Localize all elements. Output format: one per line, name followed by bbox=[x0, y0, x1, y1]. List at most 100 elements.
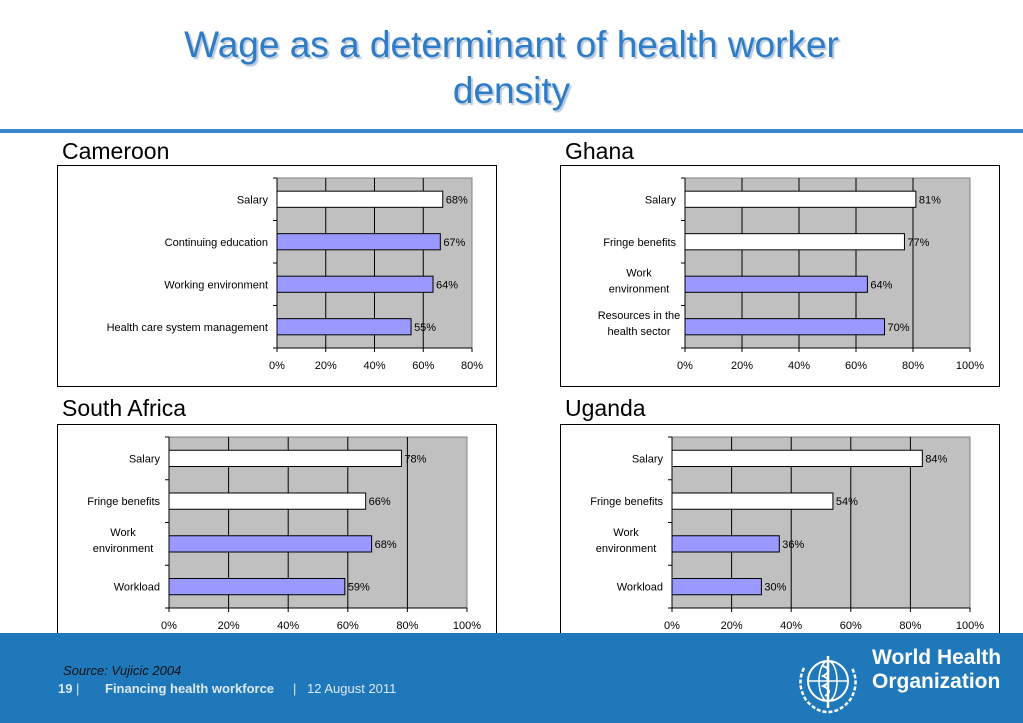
x-tick-label: 40% bbox=[788, 360, 810, 372]
category-label: Health care system management bbox=[107, 322, 268, 334]
category-label-line: Salary bbox=[632, 453, 664, 465]
x-tick-label: 80% bbox=[902, 360, 924, 372]
chart-title-cameroon: Cameroon bbox=[62, 138, 170, 164]
bar bbox=[671, 535, 780, 553]
slide-title: Wage as a determinant of health worker d… bbox=[0, 22, 1023, 114]
x-tick-label: 60% bbox=[845, 360, 867, 372]
x-tick-label: 0% bbox=[161, 620, 177, 632]
category-label-line: Fringe benefits bbox=[87, 496, 160, 508]
category-label: Work environment bbox=[609, 267, 670, 295]
footer-title: Financing health workforce bbox=[105, 681, 275, 696]
x-tick-label: 20% bbox=[721, 620, 743, 632]
bar bbox=[671, 578, 762, 596]
x-tick-label: 20% bbox=[731, 360, 753, 372]
data-label: 68% bbox=[446, 194, 468, 206]
footer-date: 12 August 2011 bbox=[307, 681, 397, 696]
x-tick-label: 40% bbox=[277, 620, 299, 632]
data-label: 68% bbox=[375, 539, 397, 551]
x-tick-label: 100% bbox=[453, 620, 481, 632]
chart-panel-cameroon: 0% 20% 40% 60% 80% 68% Salary 67% Continuing edu… bbox=[57, 165, 497, 387]
x-tick-label: 80% bbox=[899, 620, 921, 632]
category-label: Salary bbox=[632, 453, 664, 465]
x-tick-label: 40% bbox=[780, 620, 802, 632]
chart-panel-ghana: 0% 20% 40% 60% 80% 100% 81% Salary 77% Fringe ben… bbox=[560, 165, 1000, 387]
data-label: 81% bbox=[919, 194, 941, 206]
bar bbox=[276, 233, 441, 251]
footer-separator-2: | bbox=[293, 681, 297, 696]
x-tick-label: 100% bbox=[956, 360, 984, 372]
chart-panel-uganda: 0% 20% 40% 60% 80% 100% 84% Salary 54% Fringe ben… bbox=[560, 424, 1000, 648]
category-label: Working environment bbox=[164, 279, 268, 291]
data-label: 64% bbox=[436, 279, 458, 291]
x-tick-label: 40% bbox=[363, 360, 385, 372]
category-label-line: Fringe benefits bbox=[590, 496, 663, 508]
bar-chart-ghana: 0% 20% 40% 60% 80% 100% 81% Salary 77% Fringe ben… bbox=[598, 177, 984, 372]
data-label: 77% bbox=[907, 237, 929, 249]
bar-chart-cameroon: 0% 20% 40% 60% 80% 68% Salary 67% Continuing edu… bbox=[107, 177, 483, 372]
category-label: Salary bbox=[129, 453, 161, 465]
category-label: Fringe benefits bbox=[603, 237, 676, 249]
data-label: 70% bbox=[888, 322, 910, 334]
x-tick-label: 80% bbox=[396, 620, 418, 632]
who-emblem-icon bbox=[799, 656, 857, 714]
category-label-line: Fringe benefits bbox=[603, 237, 676, 249]
data-label: 36% bbox=[782, 539, 804, 551]
category-label-line: Salary bbox=[237, 194, 269, 206]
x-tick-label: 20% bbox=[218, 620, 240, 632]
who-logo-line2: Organization bbox=[872, 670, 1001, 693]
category-label-line: environment bbox=[609, 283, 670, 295]
bar bbox=[276, 318, 412, 336]
category-label-line: Workload bbox=[617, 582, 663, 594]
x-tick-label: 60% bbox=[840, 620, 862, 632]
source-note: Source: Vujicic 2004 bbox=[63, 663, 182, 678]
category-label: Continuing education bbox=[165, 237, 268, 249]
bar bbox=[671, 492, 834, 510]
category-label-line: health sector bbox=[608, 326, 671, 338]
bar bbox=[684, 190, 917, 208]
bar bbox=[684, 233, 905, 251]
category-label: Salary bbox=[237, 194, 269, 206]
who-logo-text: World Health Organization bbox=[872, 646, 1001, 694]
category-label-line: Health care system management bbox=[107, 322, 268, 334]
x-tick-label: 0% bbox=[677, 360, 693, 372]
x-tick-label: 80% bbox=[461, 360, 483, 372]
x-tick-label: 60% bbox=[412, 360, 434, 372]
category-label: Salary bbox=[645, 194, 677, 206]
data-label: 55% bbox=[414, 322, 436, 334]
x-tick-label: 20% bbox=[315, 360, 337, 372]
title-divider bbox=[0, 129, 1023, 133]
category-label-line: environment bbox=[596, 543, 657, 555]
data-label: 66% bbox=[369, 496, 391, 508]
bar-chart-south-africa: 0% 20% 40% 60% 80% 100% 78% Salary 66% Fringe ben… bbox=[87, 436, 481, 632]
x-tick-label: 0% bbox=[664, 620, 680, 632]
bar bbox=[671, 449, 923, 467]
chart-title-south-africa: South Africa bbox=[62, 395, 187, 421]
who-logo-line1: World Health bbox=[872, 646, 1002, 669]
category-label-line: Resources in the bbox=[598, 310, 681, 322]
category-label: Fringe benefits bbox=[590, 496, 663, 508]
bar bbox=[168, 449, 402, 467]
x-tick-label: 60% bbox=[337, 620, 359, 632]
page-number: 19 bbox=[58, 681, 73, 696]
category-label: Workload bbox=[114, 582, 160, 594]
bar bbox=[168, 535, 373, 553]
data-label: 30% bbox=[764, 582, 786, 594]
category-label: Work environment bbox=[596, 527, 657, 555]
category-label: Fringe benefits bbox=[87, 496, 160, 508]
chart-title-uganda: Uganda bbox=[565, 395, 646, 421]
slide-title-line1: Wage as a determinant of health worker bbox=[184, 24, 839, 65]
category-label: Work environment bbox=[93, 527, 154, 555]
category-label-line: Working environment bbox=[164, 279, 268, 291]
category-label-line: Work bbox=[613, 527, 639, 539]
bar bbox=[168, 492, 367, 510]
data-label: 54% bbox=[836, 496, 858, 508]
chart-title-ghana: Ghana bbox=[565, 138, 635, 164]
category-label-line: Salary bbox=[129, 453, 161, 465]
bar-chart-uganda: 0% 20% 40% 60% 80% 100% 84% Salary 54% Fringe ben… bbox=[590, 436, 984, 632]
x-tick-label: 100% bbox=[956, 620, 984, 632]
data-label: 78% bbox=[404, 453, 426, 465]
bar bbox=[276, 190, 444, 208]
category-label-line: Workload bbox=[114, 582, 160, 594]
slide-title-line2: density bbox=[452, 70, 571, 111]
bar bbox=[684, 275, 868, 293]
